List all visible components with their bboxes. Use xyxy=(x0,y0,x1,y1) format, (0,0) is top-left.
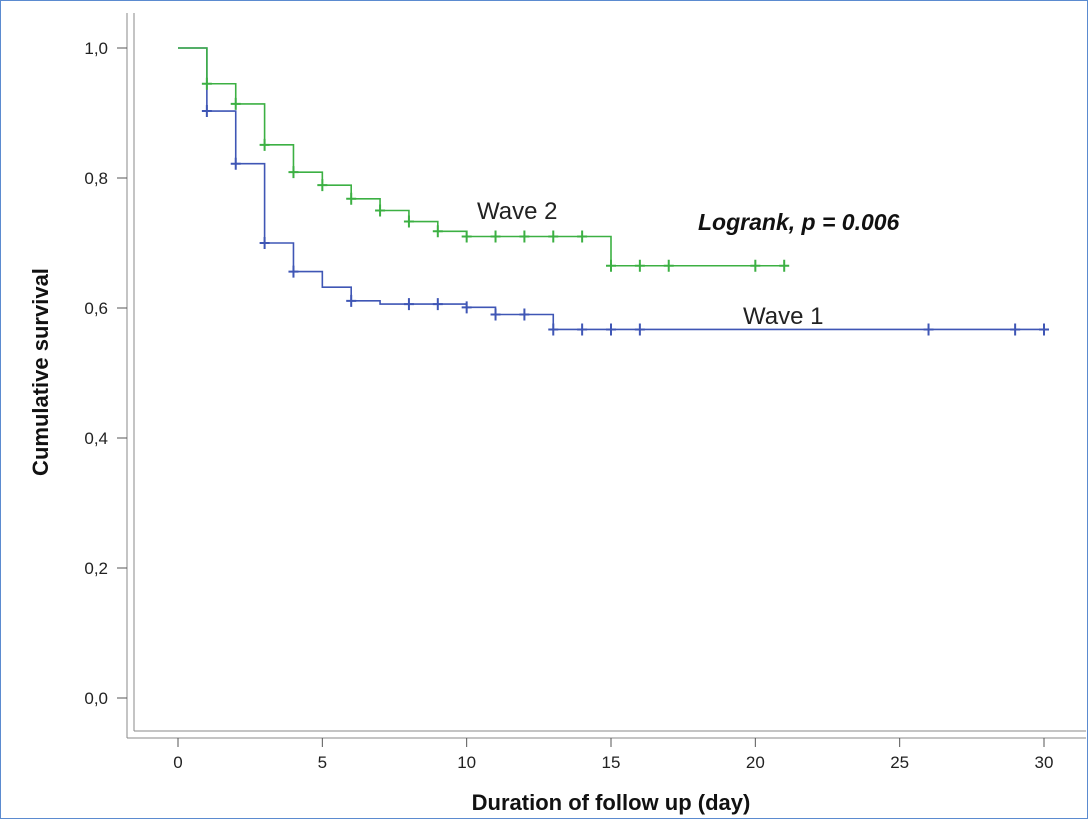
x-tick-label: 15 xyxy=(602,753,621,772)
censor-mark-wave-1 xyxy=(259,237,270,249)
censor-mark-wave-1 xyxy=(548,323,559,336)
y-tick-label: 0,6 xyxy=(84,299,108,318)
censor-mark-wave-2 xyxy=(490,230,501,243)
censor-mark-wave-2 xyxy=(432,225,443,238)
censor-mark-wave-2 xyxy=(779,259,790,272)
censor-mark-wave-2 xyxy=(288,166,299,179)
censor-mark-wave-2 xyxy=(577,230,588,243)
censor-mark-wave-1 xyxy=(1039,323,1049,336)
y-axis-title: Cumulative survival xyxy=(28,268,53,476)
x-axis-title: Duration of follow up (day) xyxy=(472,790,751,815)
censor-mark-wave-1 xyxy=(201,105,212,118)
censor-mark-wave-2 xyxy=(230,97,241,110)
censor-mark-wave-1 xyxy=(1010,323,1021,336)
x-tick-label: 5 xyxy=(318,753,327,772)
censor-mark-wave-2 xyxy=(375,204,386,217)
x-tick-label: 25 xyxy=(890,753,909,772)
censor-mark-wave-2 xyxy=(606,259,616,272)
series-label-wave-2: Wave 2 xyxy=(477,198,557,225)
x-tick-label: 0 xyxy=(173,753,182,772)
censor-mark-wave-2 xyxy=(317,179,328,192)
censor-mark-wave-1 xyxy=(923,323,934,336)
axes xyxy=(126,13,1086,739)
censor-mark-wave-1 xyxy=(490,308,501,321)
series-label-wave-1: Wave 1 xyxy=(743,303,823,330)
censor-mark-wave-1 xyxy=(461,301,472,314)
censor-mark-wave-2 xyxy=(548,230,559,243)
x-tick-label: 30 xyxy=(1035,753,1054,772)
censor-mark-wave-1 xyxy=(230,157,241,170)
y-tick-label: 1,0 xyxy=(84,39,108,58)
x-tick-label: 20 xyxy=(746,753,765,772)
censor-mark-wave-2 xyxy=(634,259,645,272)
censor-mark-wave-1 xyxy=(606,323,616,336)
y-tick-label: 0,8 xyxy=(84,169,108,188)
series-line-wave-1 xyxy=(178,47,1044,331)
y-tick-label: 0,0 xyxy=(84,689,108,708)
censor-mark-wave-2 xyxy=(750,259,761,272)
censor-mark-wave-1 xyxy=(519,308,530,321)
labels-layer: Cumulative survival Duration of follow u… xyxy=(28,198,900,815)
censor-mark-wave-1 xyxy=(403,298,414,311)
censor-mark-wave-2 xyxy=(461,230,472,243)
censor-mark-wave-2 xyxy=(346,192,357,205)
censor-mark-wave-2 xyxy=(519,230,530,243)
censor-mark-wave-1 xyxy=(432,298,443,311)
ticks: 0,0 0,2 0,4 0,6 0,8 1,0 0 5 10 15 20 25 30 xyxy=(84,39,1053,772)
censor-mark-wave-1 xyxy=(634,323,645,336)
logrank-annotation: Logrank, p = 0.006 xyxy=(698,209,900,235)
censor-mark-wave-1 xyxy=(288,265,299,278)
censor-mark-wave-1 xyxy=(346,294,357,307)
censor-mark-wave-2 xyxy=(201,77,212,90)
series-line-wave-2 xyxy=(178,47,785,267)
y-tick-label: 0,2 xyxy=(84,559,108,578)
censor-mark-wave-2 xyxy=(403,215,414,228)
censor-mark-wave-1 xyxy=(577,323,588,336)
censor-mark-wave-2 xyxy=(259,138,270,151)
x-tick-label: 10 xyxy=(457,753,476,772)
series-layer xyxy=(178,47,1049,336)
y-tick-label: 0,4 xyxy=(84,429,108,448)
censor-mark-wave-2 xyxy=(663,259,674,272)
